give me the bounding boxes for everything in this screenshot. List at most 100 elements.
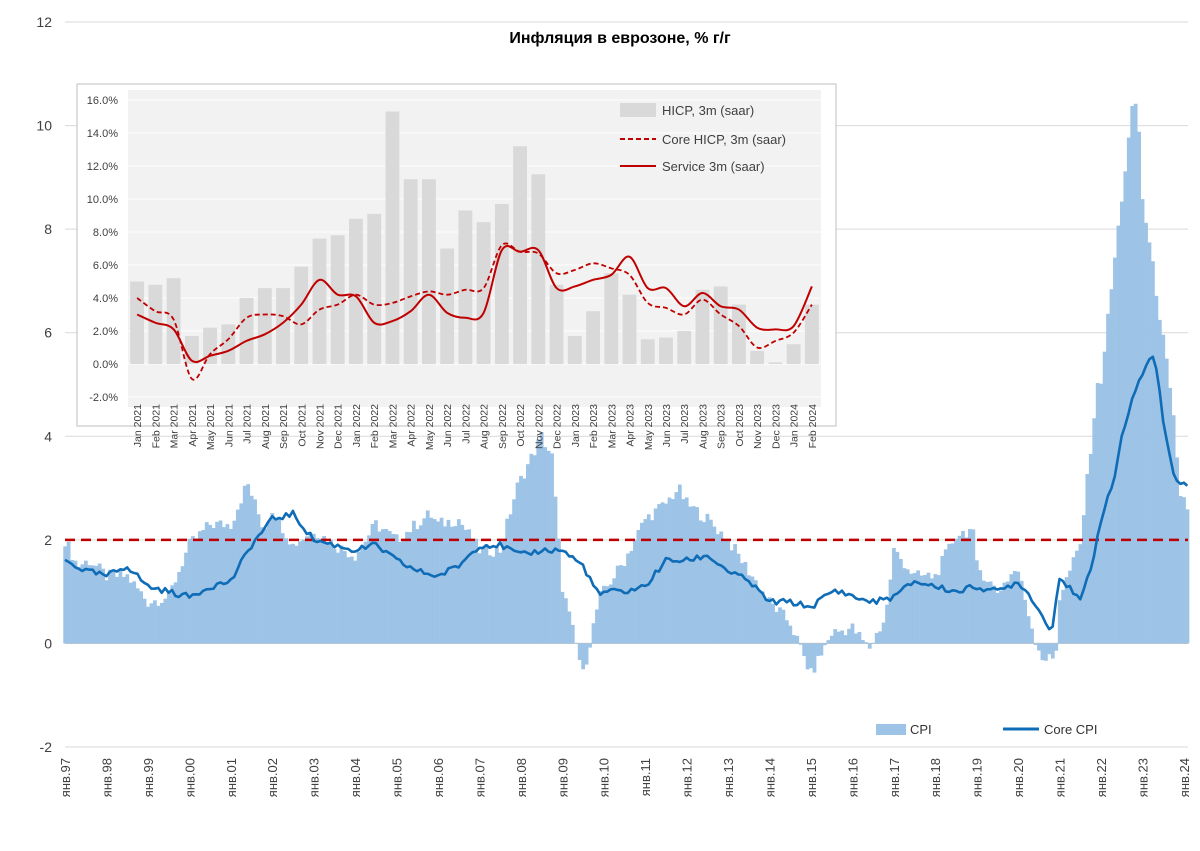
cpi-bar xyxy=(66,541,71,644)
main-x-tick-label: янв.02 xyxy=(265,758,280,797)
hicp-bar xyxy=(494,203,509,364)
cpi-bar xyxy=(878,631,882,644)
cpi-bar xyxy=(809,643,813,669)
hicp-bar xyxy=(349,218,363,364)
inset-y-tick-label: 0.0% xyxy=(93,359,118,371)
cpi-bar xyxy=(256,514,261,644)
cpi-bar xyxy=(463,529,468,644)
cpi-bar xyxy=(854,633,858,644)
cpi-bar xyxy=(816,643,820,656)
cpi-bar xyxy=(1113,257,1117,644)
hicp-bars xyxy=(130,111,819,364)
cpi-bar xyxy=(688,506,693,644)
cpi-bar xyxy=(940,555,945,644)
cpi-bar xyxy=(1019,580,1024,644)
inset-y-tick-label: 8.0% xyxy=(93,227,118,239)
inset-y-ticks: -2.0% 0.0% 2.0% 4.0% 6.0% 8.0% 10.0% 12.0% 14.0%… xyxy=(87,95,118,404)
inset-x-tick-label: Jul 2021 xyxy=(242,404,254,444)
cpi-bar xyxy=(1037,643,1041,651)
cpi-bar xyxy=(101,568,105,644)
cpi-bar xyxy=(1133,103,1138,644)
cpi-bar xyxy=(90,565,95,644)
cpi-bar xyxy=(1123,171,1128,644)
inset-x-tick-label: Jan 2022 xyxy=(351,404,363,447)
cpi-bar xyxy=(543,447,548,644)
hicp-bar xyxy=(640,339,655,364)
cpi-bar xyxy=(1144,222,1148,644)
main-legend: CPI Core CPI xyxy=(876,722,1097,737)
cpi-bar xyxy=(166,590,171,644)
cpi-bar xyxy=(536,439,541,644)
cpi-bar xyxy=(242,485,247,644)
inset-x-tick-label: Sep 2023 xyxy=(716,404,728,449)
hicp-bar xyxy=(330,235,345,364)
cpi-bar xyxy=(1154,295,1159,644)
cpi-bar xyxy=(1119,201,1124,644)
cpi-bar xyxy=(239,503,244,644)
cpi-bar xyxy=(788,625,793,644)
cpi-bar xyxy=(781,609,786,644)
cpi-bar xyxy=(826,640,831,644)
inset-x-tick-label: Feb 2021 xyxy=(150,404,162,449)
inset-x-tick-label: Mar 2022 xyxy=(387,404,399,449)
legend-cpi-label: CPI xyxy=(910,722,932,737)
cpi-bar xyxy=(757,590,762,644)
cpi-bar xyxy=(491,556,496,644)
inset-x-tick-label: Aug 2021 xyxy=(260,404,272,449)
hicp-bar xyxy=(695,289,710,364)
inset-x-tick-label: May 2023 xyxy=(643,404,655,450)
main-y-tick-label: 12 xyxy=(36,14,52,30)
cpi-bar xyxy=(260,527,264,644)
inset-x-tick-label: Jun 2021 xyxy=(223,404,235,447)
cpi-bar xyxy=(156,605,161,644)
inset-x-tick-label: Dec 2023 xyxy=(770,404,782,449)
cpi-bar xyxy=(121,576,126,644)
cpi-bar xyxy=(778,607,782,644)
inset-chart: -2.0% 0.0% 2.0% 4.0% 6.0% 8.0% 10.0% 12.0% 14.0%… xyxy=(76,83,837,450)
main-x-tick-label: янв.09 xyxy=(555,758,570,797)
cpi-bar xyxy=(315,538,320,644)
inset-y-tick-label: 12.0% xyxy=(87,161,118,173)
cpi-bar xyxy=(1095,383,1100,644)
cpi-bar xyxy=(560,591,565,644)
cpi-bar xyxy=(1116,225,1121,644)
cpi-bar xyxy=(912,572,917,644)
cpi-bar xyxy=(771,603,775,644)
inset-x-tick-label: Nov 2023 xyxy=(752,404,764,449)
cpi-bar xyxy=(163,598,168,644)
cpi-bar xyxy=(501,541,506,644)
cpi-bar xyxy=(1061,589,1066,644)
cpi-bar xyxy=(139,591,143,644)
inset-x-tick-label: Sep 2022 xyxy=(497,404,509,449)
inset-x-tick-label: Oct 2022 xyxy=(515,404,527,447)
cpi-bar xyxy=(660,502,665,644)
cpi-bar xyxy=(339,545,344,644)
cpi-bar xyxy=(515,482,520,644)
inset-x-tick-label: Jan 2024 xyxy=(789,404,801,447)
cpi-bar xyxy=(667,497,672,644)
inset-y-tick-label: -2.0% xyxy=(89,392,118,404)
cpi-bar xyxy=(332,549,337,644)
inset-x-tick-label: Jul 2023 xyxy=(679,404,691,444)
cpi-bar xyxy=(401,540,406,644)
cpi-bar xyxy=(70,559,74,644)
cpi-bar xyxy=(118,570,123,644)
main-x-tick-label: янв.15 xyxy=(804,758,819,797)
cpi-bar xyxy=(494,547,499,644)
hicp-bar xyxy=(476,222,491,364)
cpi-bar xyxy=(981,580,986,644)
cpi-bar xyxy=(267,521,271,644)
main-title: Инфляция в еврозоне, % г/г xyxy=(509,30,731,47)
cpi-bar xyxy=(1050,643,1055,659)
cpi-bar xyxy=(750,576,755,644)
cpi-bar xyxy=(1078,544,1083,644)
cpi-bar xyxy=(829,635,834,644)
cpi-bar xyxy=(94,565,99,644)
cpi-bar xyxy=(273,520,278,644)
cpi-bar xyxy=(598,590,603,644)
legend-hicp-label: HICP, 3m (saar) xyxy=(662,103,754,118)
cpi-bar xyxy=(709,519,713,644)
cpi-bar xyxy=(450,526,454,644)
hicp-bar xyxy=(804,304,819,364)
cpi-bar xyxy=(843,635,848,644)
